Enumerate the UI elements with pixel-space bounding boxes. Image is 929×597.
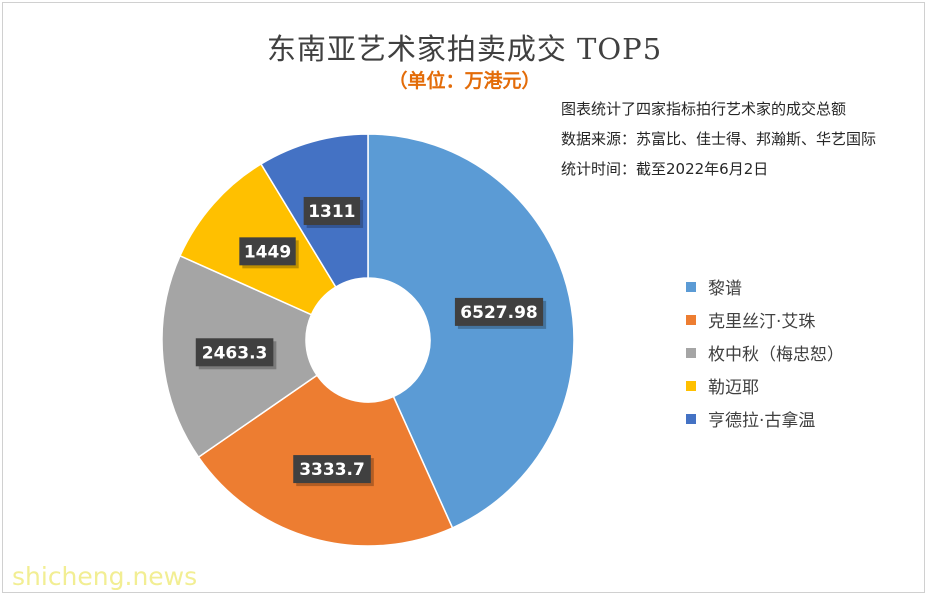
- data-label-box: [239, 237, 296, 266]
- chart-subtitle: （单位：万港元）: [388, 70, 541, 92]
- legend-label: 亨德拉·古拿温: [708, 411, 816, 431]
- legend-item: 勒迈耶: [686, 369, 844, 402]
- legend-item: 克里丝汀·艾珠: [686, 303, 844, 336]
- data-label: 1311: [303, 196, 364, 228]
- data-label-box: [303, 196, 361, 225]
- data-label-text: 2463.3: [202, 343, 268, 363]
- legend-label: 克里丝汀·艾珠: [708, 312, 816, 332]
- data-label-box: [195, 338, 274, 367]
- donut-slice: [367, 133, 575, 529]
- data-label-text: 6527.98: [460, 303, 537, 323]
- legend-swatch: [686, 413, 696, 424]
- legend-item: 黎谱: [686, 270, 844, 303]
- chart-notes: 图表统计了四家指标拍行艺术家的成交总额 数据来源：苏富比、佳士得、邦瀚斯、华艺国…: [561, 94, 876, 184]
- note-line-2: 数据来源：苏富比、佳士得、邦瀚斯、华艺国际: [561, 130, 877, 148]
- data-label: 2463.3: [195, 338, 277, 370]
- legend-label: 枚中秋（梅忠恕）: [708, 345, 844, 365]
- legend-swatch: [686, 314, 696, 325]
- data-label-box: [454, 297, 544, 326]
- data-label: 6527.98: [454, 297, 547, 329]
- data-label-text: 1449: [244, 242, 291, 262]
- data-label-text: 1311: [308, 202, 355, 222]
- data-label-box: [293, 455, 371, 484]
- legend-label: 勒迈耶: [708, 378, 759, 398]
- note-line-1: 图表统计了四家指标拍行艺术家的成交总额: [561, 100, 847, 118]
- data-label: 3333.7: [293, 455, 374, 487]
- data-label: 1449: [239, 237, 299, 269]
- watermark-text: shicheng.news: [12, 562, 198, 591]
- legend-swatch: [686, 347, 696, 358]
- chart-legend: 黎谱 克里丝汀·艾珠 枚中秋（梅忠恕） 勒迈耶 亨德拉·古拿温: [686, 270, 844, 435]
- note-line-3: 统计时间：截至2022年6月2日: [561, 160, 769, 178]
- legend-item: 枚中秋（梅忠恕）: [686, 336, 844, 369]
- data-label-text: 3333.7: [299, 460, 365, 480]
- legend-item: 亨德拉·古拿温: [686, 402, 844, 435]
- legend-swatch: [686, 281, 696, 292]
- chart-title: 东南亚艺术家拍卖成交 TOP5: [266, 32, 663, 66]
- legend-label: 黎谱: [708, 279, 742, 299]
- legend-swatch: [686, 380, 696, 391]
